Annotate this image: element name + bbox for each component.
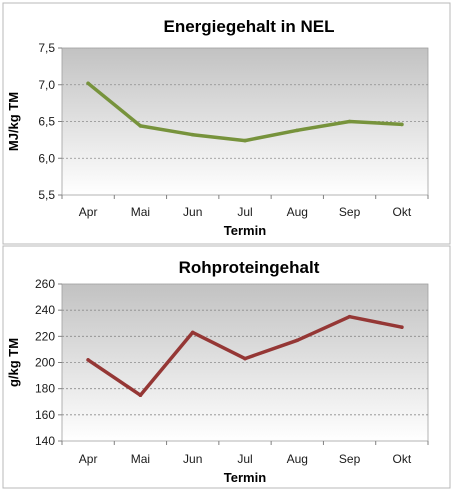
x-axis-label: Termin bbox=[224, 223, 266, 238]
data-point bbox=[86, 358, 90, 362]
data-point bbox=[400, 122, 404, 127]
y-tick-label: 7,0 bbox=[38, 78, 55, 92]
x-tick-label: Jul bbox=[237, 452, 252, 466]
x-axis-label: Termin bbox=[224, 470, 266, 485]
data-point bbox=[347, 119, 352, 124]
chart-title: Energiegehalt in NEL bbox=[164, 17, 335, 36]
y-axis-label: g/kg TM bbox=[6, 338, 21, 387]
y-tick-label: 260 bbox=[35, 277, 55, 291]
y-tick-label: 6,5 bbox=[38, 115, 55, 129]
x-tick-label: Okt bbox=[393, 205, 412, 219]
y-tick-label: 220 bbox=[35, 329, 55, 343]
chart-2: 140 160 180 200 220 240 260 Apr Mai Jun Jul Aug Sep O… bbox=[2, 245, 451, 489]
data-point bbox=[347, 314, 352, 319]
x-tick-label: Aug bbox=[287, 452, 308, 466]
y-tick-label: 240 bbox=[35, 303, 55, 317]
data-point bbox=[400, 325, 404, 329]
x-tick-label: Jul bbox=[237, 205, 252, 219]
data-point bbox=[243, 138, 247, 143]
chart-title: Rohproteingehalt bbox=[179, 258, 320, 277]
data-point bbox=[190, 330, 195, 335]
data-point bbox=[295, 338, 300, 343]
x-tick-label: Mai bbox=[131, 205, 150, 219]
plot-area bbox=[61, 283, 429, 442]
x-tick-label: Apr bbox=[79, 452, 98, 466]
data-point bbox=[190, 132, 195, 137]
data-point bbox=[243, 356, 247, 361]
x-tick-label: Mai bbox=[131, 452, 150, 466]
data-point bbox=[138, 124, 143, 128]
y-tick-label: 200 bbox=[35, 356, 55, 370]
y-tick-label: 7,5 bbox=[38, 41, 55, 55]
x-tick-label: Apr bbox=[79, 205, 98, 219]
data-point bbox=[86, 81, 90, 86]
x-tick-label: Jun bbox=[183, 452, 202, 466]
data-point bbox=[295, 128, 300, 133]
x-tick-label: Sep bbox=[339, 452, 361, 466]
x-tick-label: Jun bbox=[183, 205, 202, 219]
y-tick-label: 6,0 bbox=[38, 151, 55, 165]
data-point bbox=[138, 393, 143, 398]
y-tick-label: 160 bbox=[35, 408, 55, 422]
y-tick-label: 140 bbox=[35, 434, 55, 448]
chart-1: 5,5 6,0 6,5 7,0 7,5 Apr Mai Jun Jul Aug Sep Okt Ener… bbox=[2, 2, 451, 245]
y-tick-label: 180 bbox=[35, 382, 55, 396]
y-tick-label: 5,5 bbox=[38, 188, 55, 202]
y-axis-label: MJ/kg TM bbox=[6, 92, 21, 151]
x-tick-label: Aug bbox=[287, 205, 308, 219]
x-tick-label: Sep bbox=[339, 205, 361, 219]
x-tick-label: Okt bbox=[393, 452, 412, 466]
